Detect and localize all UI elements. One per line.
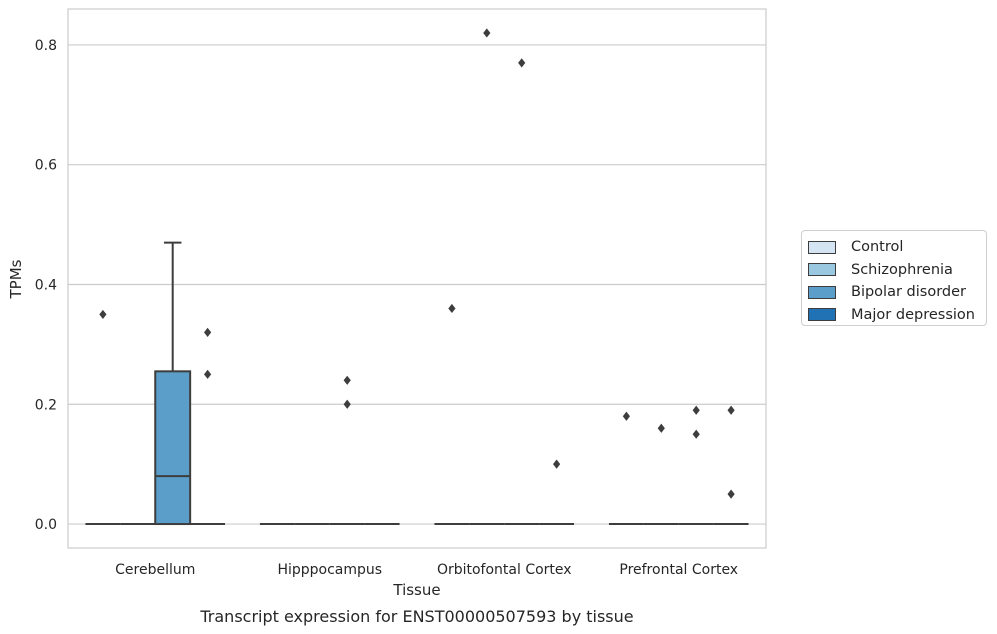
- y-tick-label: 0.6: [35, 158, 57, 174]
- legend-swatch: [808, 308, 836, 322]
- outlier-point: [343, 399, 351, 409]
- plot-frame: [67, 8, 767, 549]
- outlier-point: [483, 28, 491, 38]
- outlier-point: [727, 405, 735, 415]
- outlier-point: [204, 327, 212, 337]
- outlier-point: [518, 58, 526, 68]
- boxes: [85, 241, 749, 526]
- y-tick-label: 0.2: [35, 397, 57, 413]
- legend-item: Bipolar disorder: [808, 281, 986, 304]
- x-tick-label: Hipppocampus: [277, 562, 382, 578]
- outlier-point: [448, 303, 456, 314]
- iqr-box: [154, 370, 192, 526]
- x-tick-label: Prefrontal Cortex: [619, 562, 738, 578]
- y-tick-label: 0.0: [35, 517, 57, 533]
- outlier-point: [343, 375, 351, 385]
- outlier-point: [692, 429, 700, 439]
- x-tick-labels: Cerebellum Hipppocampus Orbitofontal Corte…: [115, 562, 738, 578]
- legend-item: Control: [808, 236, 986, 259]
- outlier-point: [204, 369, 212, 379]
- y-tick-label: 0.8: [35, 38, 57, 54]
- outliers: [99, 28, 735, 499]
- y-axis-label: TPMs: [7, 259, 25, 299]
- legend-label: Schizophrenia: [851, 261, 953, 278]
- x-tick-label: Orbitofontal Cortex: [437, 562, 572, 578]
- legend-label: Control: [851, 239, 904, 256]
- legend-label: Bipolar disorder: [851, 284, 966, 301]
- legend-label: Major depression: [851, 306, 975, 323]
- y-tick-label: 0.4: [35, 277, 57, 293]
- chart-title: Transcript expression for ENST0000050759…: [199, 607, 633, 626]
- outlier-point: [553, 459, 561, 469]
- x-axis-label: Tissue: [392, 581, 440, 599]
- outlier-point: [622, 411, 630, 421]
- x-tick-label: Cerebellum: [115, 562, 195, 578]
- outlier-point: [99, 309, 107, 320]
- legend-swatch: [808, 285, 836, 299]
- legend-swatch: [808, 240, 836, 254]
- y-tick-labels: 0.0 0.2 0.4 0.6 0.8: [35, 38, 57, 533]
- legend-item: Schizophrenia: [808, 259, 986, 282]
- legend-swatch: [808, 263, 836, 277]
- legend-item: Major depression: [808, 304, 986, 327]
- outlier-point: [727, 489, 735, 499]
- outlier-point: [657, 423, 665, 433]
- box-0-2: [154, 241, 192, 526]
- legend: Control Schizophrenia Bipolar disorder Majo…: [801, 230, 987, 326]
- outlier-point: [692, 405, 700, 415]
